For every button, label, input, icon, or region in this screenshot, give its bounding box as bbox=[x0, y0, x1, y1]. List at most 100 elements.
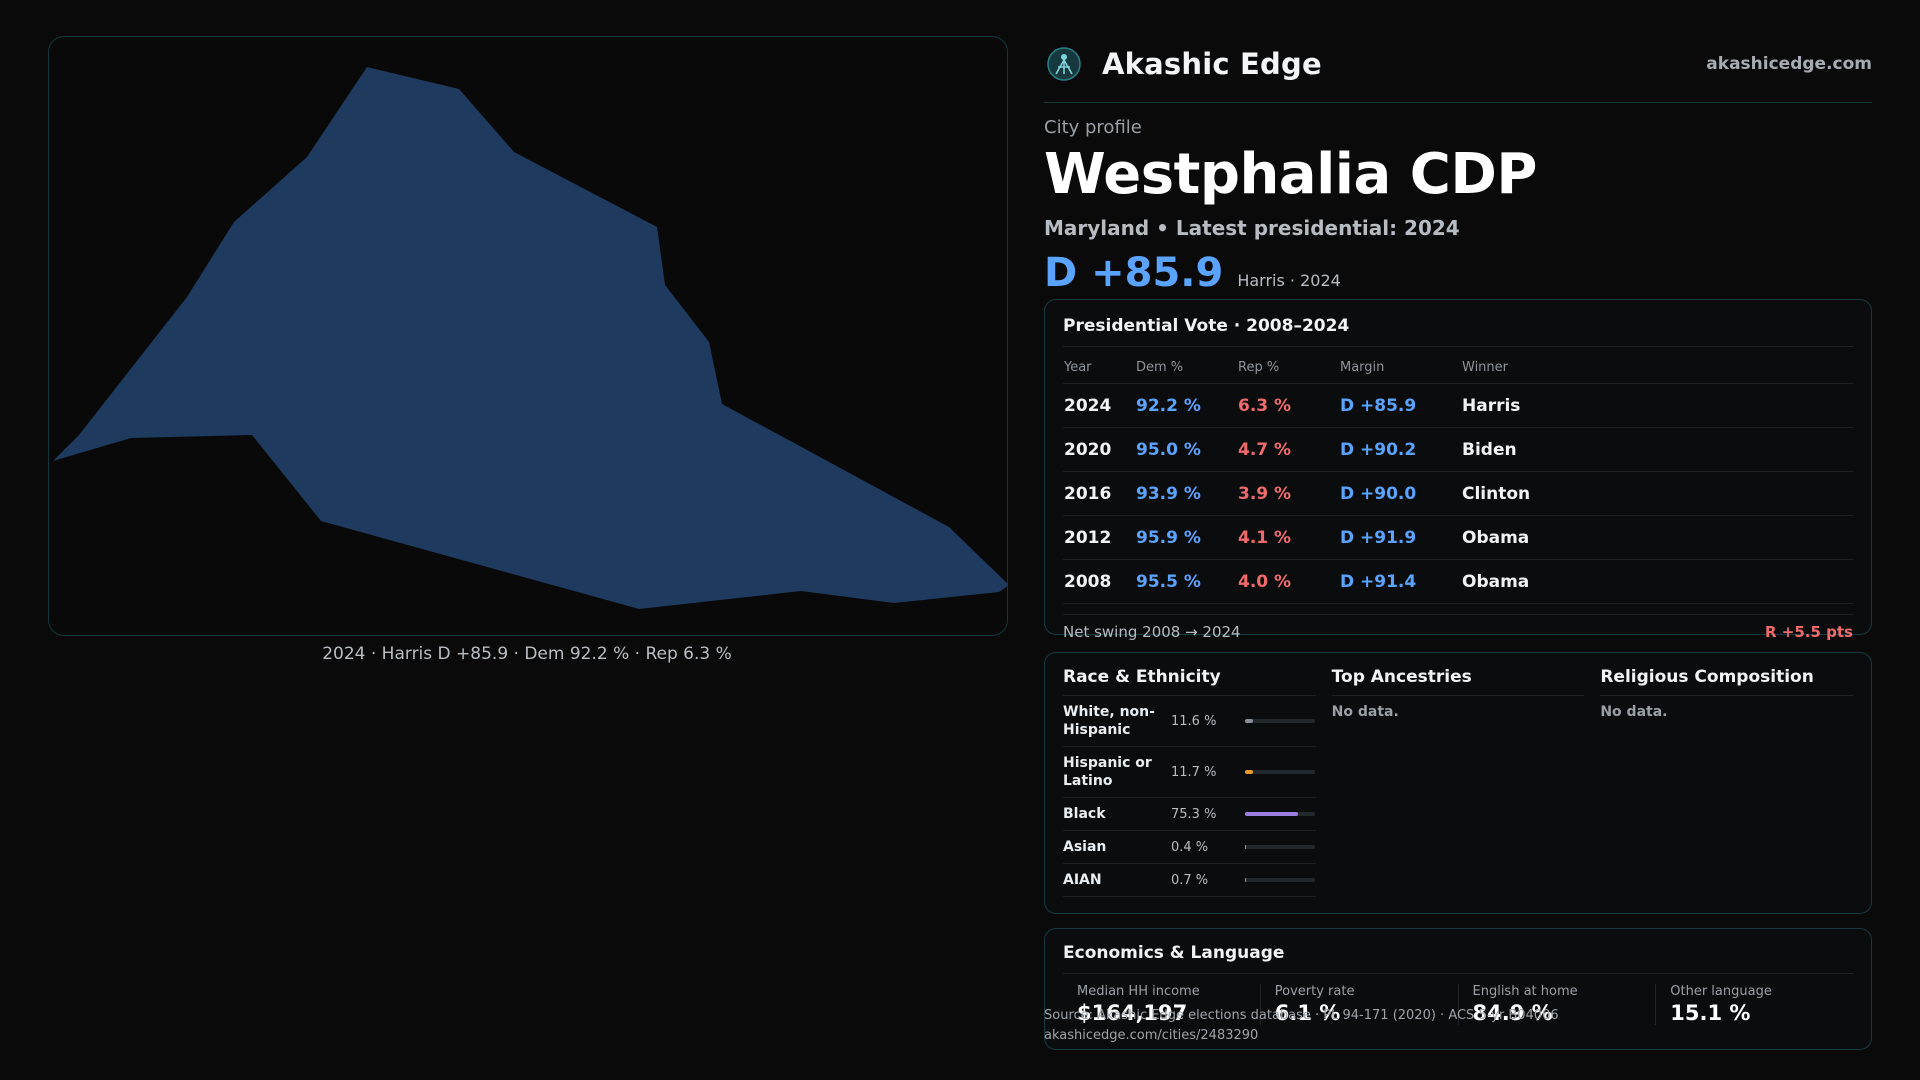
ancestries-section: Top Ancestries No data. bbox=[1331, 667, 1585, 899]
race-value: 0.7 % bbox=[1171, 872, 1209, 888]
econ-value: 15.1 % bbox=[1670, 1001, 1751, 1025]
cell-year: 2020 bbox=[1063, 427, 1135, 472]
headline-margin: D +85.9 bbox=[1044, 249, 1224, 296]
headline-winner: Harris · 2024 bbox=[1237, 270, 1341, 290]
vote-table: Year Dem % Rep % Margin Winner 2024 92.2… bbox=[1063, 351, 1853, 604]
economics-card: Economics & Language Median HH income $1… bbox=[1044, 928, 1872, 1050]
race-label: Black bbox=[1063, 805, 1106, 822]
table-row: 2020 95.0 % 4.7 % D +90.2 Biden bbox=[1063, 427, 1853, 472]
econ-cell: Other language 15.1 % bbox=[1655, 984, 1853, 1025]
source-link[interactable]: akashicedge.com/cities/2483290 bbox=[1044, 1028, 1259, 1043]
cell-winner: Obama bbox=[1461, 559, 1853, 604]
page-title: Westphalia CDP bbox=[1044, 142, 1537, 207]
race-list: White, non-Hispanic 11.6 % Hispanic or L… bbox=[1063, 696, 1316, 897]
econ-label: Other language bbox=[1670, 984, 1772, 999]
econ-grid: Median HH income $164,197 Poverty rate 6… bbox=[1063, 984, 1853, 1025]
cell-margin: D +90.0 bbox=[1339, 471, 1461, 516]
race-bar bbox=[1245, 845, 1315, 849]
race-bar-fill bbox=[1245, 812, 1298, 816]
econ-value: 84.9 % bbox=[1472, 1001, 1553, 1025]
race-bar-fill bbox=[1245, 770, 1253, 774]
cell-dem: 95.5 % bbox=[1135, 559, 1237, 604]
source-footer: Source: Akashic Edge elections database … bbox=[1044, 1006, 1559, 1046]
race-value: 11.7 % bbox=[1171, 764, 1217, 780]
cell-rep: 4.0 % bbox=[1237, 559, 1339, 604]
net-swing-row: Net swing 2008 → 2024 R +5.5 pts bbox=[1063, 614, 1853, 641]
cell-winner: Biden bbox=[1461, 427, 1853, 472]
cell-rep: 6.3 % bbox=[1237, 383, 1339, 428]
ancestries-empty: No data. bbox=[1331, 704, 1399, 720]
cell-rep: 4.1 % bbox=[1237, 515, 1339, 560]
cell-year: 2012 bbox=[1063, 515, 1135, 560]
cell-margin: D +91.4 bbox=[1339, 559, 1461, 604]
table-row: 2016 93.9 % 3.9 % D +90.0 Clinton bbox=[1063, 471, 1853, 516]
cell-winner: Harris bbox=[1461, 383, 1853, 428]
col-winner: Winner bbox=[1461, 351, 1853, 384]
econ-label: English at home bbox=[1472, 984, 1578, 999]
race-label: Hispanic or Latino bbox=[1063, 754, 1152, 789]
race-row: White, non-Hispanic 11.6 % bbox=[1063, 696, 1316, 747]
race-bar bbox=[1245, 719, 1315, 723]
profile-kicker: City profile bbox=[1044, 117, 1142, 138]
race-bar bbox=[1245, 878, 1315, 882]
boundary-map-svg bbox=[53, 67, 1007, 609]
brand-url-link[interactable]: akashicedge.com bbox=[1706, 54, 1872, 74]
race-value: 11.6 % bbox=[1171, 713, 1217, 729]
cell-margin: D +91.9 bbox=[1339, 515, 1461, 560]
cell-year: 2024 bbox=[1063, 383, 1135, 428]
cell-margin: D +85.9 bbox=[1339, 383, 1461, 428]
cell-winner: Clinton bbox=[1461, 471, 1853, 516]
profile-subtitle: Maryland • Latest presidential: 2024 bbox=[1044, 215, 1460, 240]
cell-dem: 92.2 % bbox=[1135, 383, 1237, 428]
akashic-logo-icon bbox=[1047, 47, 1081, 81]
table-row: 2024 92.2 % 6.3 % D +85.9 Harris bbox=[1063, 383, 1853, 428]
cell-rep: 4.7 % bbox=[1237, 427, 1339, 472]
race-row: Hispanic or Latino 11.7 % bbox=[1063, 747, 1316, 798]
race-row: AIAN 0.7 % bbox=[1063, 864, 1316, 897]
econ-value: $164,197 bbox=[1077, 1001, 1188, 1025]
table-row: 2012 95.9 % 4.1 % D +91.9 Obama bbox=[1063, 515, 1853, 560]
presidential-vote-card: Presidential Vote · 2008–2024 Year Dem %… bbox=[1044, 299, 1872, 641]
race-ethnicity-section: Race & Ethnicity White, non-Hispanic 11.… bbox=[1063, 667, 1316, 899]
col-dem: Dem % bbox=[1135, 351, 1237, 384]
net-swing-label: Net swing 2008 → 2024 bbox=[1063, 623, 1241, 641]
vote-table-header: Year Dem % Rep % Margin Winner bbox=[1063, 351, 1853, 384]
econ-title: Economics & Language bbox=[1063, 943, 1853, 974]
vote-card-title: Presidential Vote · 2008–2024 bbox=[1063, 316, 1853, 347]
table-row: 2008 95.5 % 4.0 % D +91.4 Obama bbox=[1063, 559, 1853, 604]
race-bar-fill bbox=[1245, 719, 1253, 723]
demographics-card: Race & Ethnicity White, non-Hispanic 11.… bbox=[1044, 652, 1872, 914]
race-label: AIAN bbox=[1063, 871, 1102, 888]
race-value: 0.4 % bbox=[1171, 839, 1209, 855]
cell-margin: D +90.2 bbox=[1339, 427, 1461, 472]
econ-cell: Median HH income $164,197 bbox=[1063, 984, 1260, 1025]
econ-label: Poverty rate bbox=[1274, 984, 1355, 999]
religion-empty: No data. bbox=[1600, 704, 1668, 720]
boundary-map bbox=[48, 36, 1008, 636]
race-row: Black 75.3 % bbox=[1063, 798, 1316, 831]
cell-winner: Obama bbox=[1461, 515, 1853, 560]
city-boundary-shape bbox=[53, 67, 1007, 609]
brand-name: Akashic Edge bbox=[1102, 47, 1322, 81]
source-text: Source: Akashic Edge elections database … bbox=[1044, 1008, 1559, 1023]
econ-cell: Poverty rate 6.1 % bbox=[1259, 984, 1458, 1025]
col-year: Year bbox=[1063, 351, 1135, 384]
cell-year: 2008 bbox=[1063, 559, 1135, 604]
race-bar bbox=[1245, 812, 1315, 816]
race-title: Race & Ethnicity bbox=[1063, 667, 1316, 696]
cell-year: 2016 bbox=[1063, 471, 1135, 516]
religion-title: Religious Composition bbox=[1600, 667, 1854, 696]
religion-section: Religious Composition No data. bbox=[1600, 667, 1854, 899]
cell-dem: 95.0 % bbox=[1135, 427, 1237, 472]
col-rep: Rep % bbox=[1237, 351, 1339, 384]
race-label: Asian bbox=[1063, 838, 1107, 855]
cell-dem: 95.9 % bbox=[1135, 515, 1237, 560]
net-swing-value: R +5.5 pts bbox=[1765, 623, 1853, 641]
race-value: 75.3 % bbox=[1171, 806, 1217, 822]
cell-rep: 3.9 % bbox=[1237, 471, 1339, 516]
headline-result: D +85.9 Harris · 2024 bbox=[1044, 250, 1872, 296]
cell-dem: 93.9 % bbox=[1135, 471, 1237, 516]
race-bar bbox=[1245, 770, 1315, 774]
race-label: White, non-Hispanic bbox=[1063, 703, 1155, 738]
map-caption: 2024 · Harris D +85.9 · Dem 92.2 % · Rep… bbox=[322, 644, 732, 664]
